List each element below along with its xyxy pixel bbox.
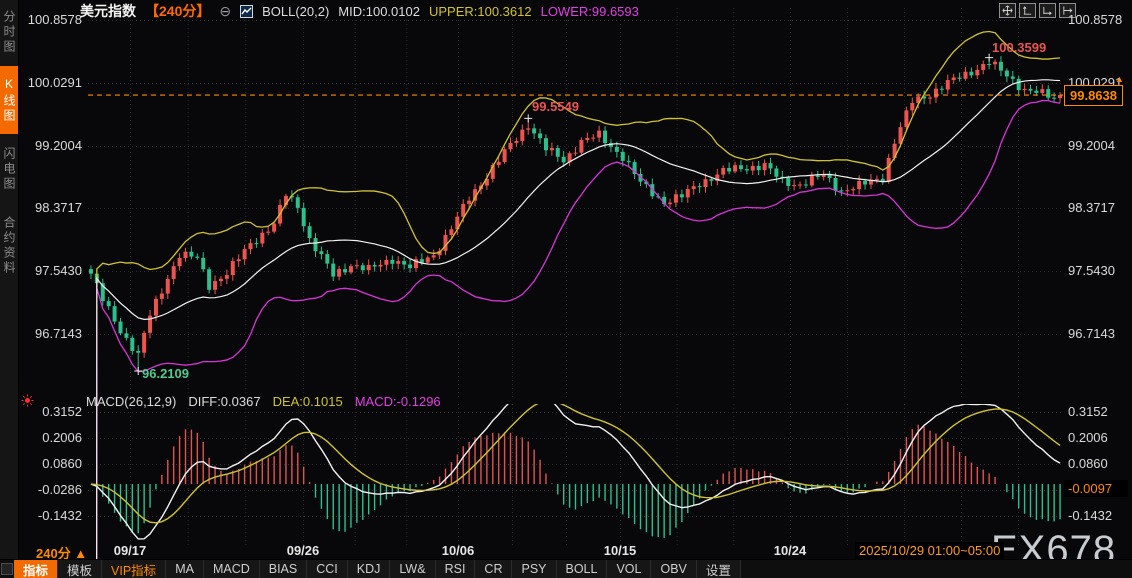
macd-axis-left-3: -0.0286	[37, 482, 82, 497]
main-axis-left-0: 100.8578	[27, 12, 82, 27]
current-macd-tag: -0.0097	[1064, 480, 1128, 497]
macd-axis-right-3: -0.1432	[1068, 508, 1113, 523]
x-date-0: 09/17	[113, 543, 147, 558]
macd-axis-left-2: 0.0860	[42, 456, 82, 471]
toolbar-item-10[interactable]: RSI	[435, 560, 476, 578]
main-axis-left-2: 99.2004	[35, 138, 82, 153]
toolbar-item-12[interactable]: PSY	[512, 560, 557, 578]
toolbar-item-11[interactable]: CR	[475, 560, 513, 578]
macd-axis-left-1: 0.2006	[42, 430, 82, 445]
macd-axis-left-4: -0.1432	[37, 508, 82, 523]
toolbar-item-13[interactable]: BOLL	[556, 560, 608, 578]
macd-title: MACD(26,12,9)	[86, 394, 177, 409]
toolbar-item-5[interactable]: MACD	[203, 560, 260, 578]
last-bar-session-label: 2025/10/29 01:00~05:00	[855, 542, 1005, 559]
boll-lower-value: LOWER:99.6593	[540, 3, 639, 19]
macd-axis-right-2: 0.0860	[1068, 456, 1108, 471]
axis-scale-up-icon[interactable]	[1019, 3, 1036, 18]
main-axis-right-3: 98.3717	[1068, 200, 1115, 215]
boll-upper-value: UPPER:100.3612	[428, 3, 532, 19]
toolbar-item-16[interactable]: 设置	[696, 560, 741, 578]
toolbar-item-2[interactable]: 模板	[58, 560, 103, 578]
main-axis-right-0: 100.8578	[1068, 12, 1123, 27]
current-price-tag: 99.8638	[1064, 85, 1123, 106]
macd-hist-value: MACD:-0.1296	[354, 394, 441, 409]
toolbar-item-8[interactable]: KDJ	[347, 560, 391, 578]
boll-mid-value: MID:100.0102	[338, 3, 420, 19]
main-axis-right-4: 97.5430	[1068, 263, 1115, 278]
interval-selector[interactable]: 240分 ▲	[36, 546, 88, 561]
x-date-2: 10/06	[441, 543, 475, 558]
candlestick-chart-canvas[interactable]	[18, 0, 1132, 560]
symbol-title: 美元指数	[80, 3, 136, 19]
macd-diff-value: DIFF:0.0367	[188, 394, 261, 409]
toolbar-item-14[interactable]: VOL	[607, 560, 652, 578]
collapse-icon[interactable]: ⊖	[219, 2, 232, 19]
macd-axis-right-0: 0.3152	[1068, 404, 1108, 419]
axis-scale-right-icon[interactable]	[1039, 3, 1056, 18]
toolbar-item-4[interactable]: MA	[166, 560, 204, 578]
sidebar-tab-4[interactable]: 合约资料	[2, 216, 16, 276]
toolbar-item-6[interactable]: BIAS	[259, 560, 308, 578]
macd-dea-value: DEA:0.1015	[272, 394, 343, 409]
macd-axis-right-1: 0.2006	[1068, 430, 1108, 445]
main-axis-right-2: 99.2004	[1068, 138, 1115, 153]
chart-header: 美元指数 【240分】 ⊖ BOLL(20,2) MID:100.0102 UP…	[80, 2, 639, 20]
macd-axis-left-0: 0.3152	[42, 404, 82, 419]
main-axis-left-1: 100.0291	[27, 75, 82, 90]
main-axis-left-4: 97.5430	[35, 263, 82, 278]
price-up-arrow-icon: ▲	[1115, 74, 1124, 84]
axis-expand-icon[interactable]	[1059, 3, 1076, 18]
x-date-1: 09/26	[286, 543, 320, 558]
sidebar-tab-1[interactable]: 分时图	[2, 9, 16, 55]
toolbar-menu-icon[interactable]	[0, 560, 14, 578]
x-date-4: 10/24	[773, 543, 807, 558]
annotation-swing-high-2: 100.3599	[992, 40, 1047, 55]
boll-label: BOLL(20,2)	[262, 3, 330, 19]
toolbar-item-15[interactable]: OBV	[651, 560, 697, 578]
sidebar-tab-3[interactable]: 闪电图	[2, 146, 16, 192]
indicator-toolbar: 指标 模板 VIP指标 MA MACD BIAS CCI KDJ LW& RSI CR PSY BOLL…	[0, 559, 1132, 578]
main-axis-left-3: 98.3717	[35, 200, 82, 215]
annotation-swing-high-1: 99.5549	[532, 99, 579, 114]
sidebar: 分时图 K线图闪电图合约资料	[0, 0, 19, 578]
toolbar-item-1[interactable]: 指标	[14, 560, 59, 578]
main-axis-right-5: 96.7143	[1068, 326, 1115, 341]
main-axis-left-5: 96.7143	[35, 326, 82, 341]
mini-chart-icon	[240, 4, 254, 18]
sidebar-tab-2[interactable]: K线图	[0, 66, 18, 134]
toolbar-item-7[interactable]: CCI	[307, 560, 348, 578]
indicator-settings-icon[interactable]	[21, 394, 34, 412]
toolbar-item-9[interactable]: LW&	[390, 560, 436, 578]
x-date-3: 10/15	[603, 543, 637, 558]
toolbar-item-3[interactable]: VIP指标	[102, 560, 167, 578]
chart-tools	[999, 3, 1076, 18]
interval-badge[interactable]: 【240分】	[145, 3, 211, 19]
pan-move-icon[interactable]	[999, 3, 1016, 18]
annotation-swing-low: 96.2109	[142, 366, 189, 381]
macd-header: MACD(26,12,9) DIFF:0.0367 DEA:0.1015 MAC…	[86, 394, 441, 409]
